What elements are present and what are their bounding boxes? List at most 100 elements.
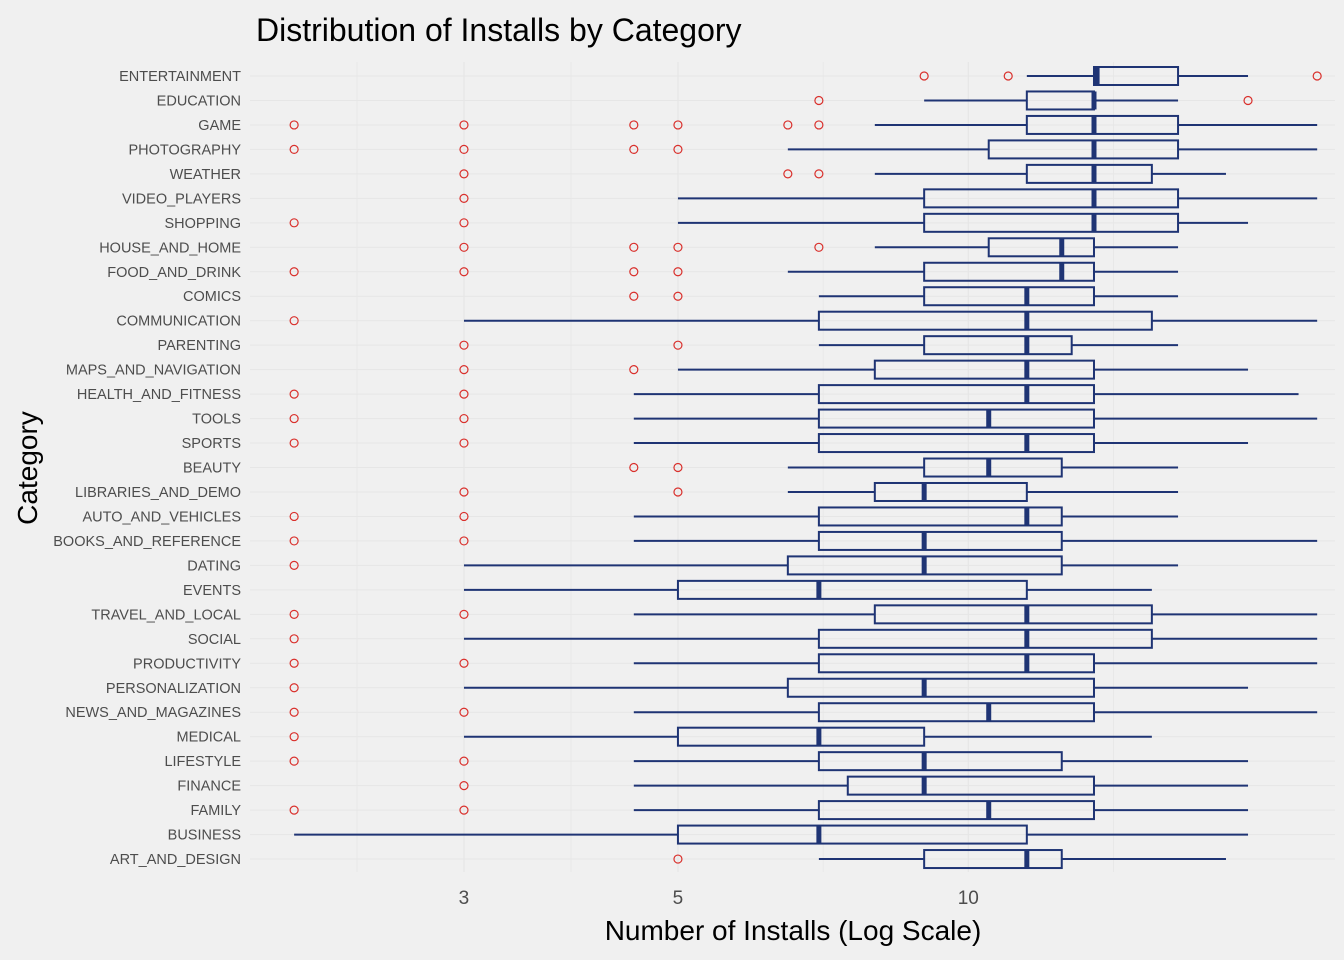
outlier-point — [289, 438, 299, 448]
iqr-box — [846, 775, 1095, 796]
iqr-box — [817, 384, 1095, 405]
box-business — [294, 824, 1249, 845]
box-productivity — [289, 653, 1318, 674]
category-label: FINANCE — [177, 779, 241, 795]
category-label: FAMILY — [191, 803, 242, 819]
iqr-box — [1025, 163, 1153, 184]
outlier-point — [289, 683, 299, 693]
box-libraries-and-demo — [459, 481, 1179, 502]
outlier-point — [673, 487, 683, 497]
box-parenting — [459, 335, 1179, 356]
chart-title: Distribution of Installs by Category — [256, 12, 742, 48]
box-layer — [289, 66, 1322, 870]
box-beauty — [629, 457, 1179, 478]
box-family — [289, 800, 1249, 821]
outlier-point — [629, 462, 639, 473]
category-label: AUTO_AND_VEHICLES — [83, 509, 241, 525]
iqr-box — [817, 433, 1095, 454]
box-events — [463, 579, 1152, 600]
outlier-point — [459, 193, 469, 203]
category-label: SPORTS — [182, 436, 241, 452]
outlier-point — [1312, 71, 1322, 81]
y-axis-title: Category — [12, 411, 43, 525]
iqr-box — [676, 726, 926, 747]
category-label: BEAUTY — [183, 461, 241, 477]
x-tick-label: 5 — [673, 888, 684, 909]
category-label: LIFESTYLE — [164, 754, 241, 770]
iqr-box — [923, 849, 1063, 870]
outlier-point — [673, 144, 683, 155]
iqr-box — [817, 751, 1063, 772]
x-tick-label: 3 — [459, 888, 470, 909]
outlier-point — [814, 95, 824, 106]
box-video-players — [459, 188, 1318, 209]
outlier-point — [783, 169, 793, 179]
category-label: NEWS_AND_MAGAZINES — [65, 705, 241, 721]
outlier-point — [289, 634, 299, 644]
x-axis-title: Number of Installs (Log Scale) — [605, 915, 982, 946]
outlier-point — [1003, 71, 1013, 81]
box-entertainment — [919, 66, 1322, 86]
category-label: ENTERTAINMENT — [119, 69, 241, 85]
box-auto-and-vehicles — [289, 506, 1179, 527]
iqr-box — [1092, 66, 1180, 86]
outlier-point — [459, 340, 469, 350]
box-education — [814, 90, 1253, 111]
box-shopping — [289, 212, 1249, 233]
box-sports — [289, 433, 1249, 454]
iqr-box — [1025, 114, 1180, 135]
box-health-and-fitness — [289, 384, 1299, 405]
outlier-point — [289, 267, 299, 277]
outlier-point — [459, 805, 469, 815]
box-food-and-drink — [289, 261, 1179, 282]
category-label: HOUSE_AND_HOME — [99, 240, 241, 256]
outlier-point — [673, 340, 683, 350]
outlier-point — [289, 805, 299, 815]
box-game — [289, 114, 1318, 135]
iqr-box — [873, 359, 1095, 380]
iqr-box — [987, 139, 1180, 160]
category-label: MAPS_AND_NAVIGATION — [66, 363, 241, 379]
category-label: EDUCATION — [157, 93, 241, 109]
category-label: LIBRARIES_AND_DEMO — [75, 485, 241, 501]
box-weather — [459, 163, 1226, 184]
outlier-point — [459, 413, 469, 424]
outlier-point — [629, 291, 639, 301]
iqr-box — [923, 286, 1095, 307]
outlier-point — [1243, 95, 1253, 106]
category-label: WEATHER — [170, 167, 241, 183]
outlier-point — [289, 389, 299, 399]
category-label: COMICS — [183, 289, 241, 305]
box-personalization — [289, 677, 1249, 698]
outlier-point — [459, 365, 469, 375]
category-label: VIDEO_PLAYERS — [122, 191, 241, 207]
outlier-point — [919, 71, 929, 81]
iqr-box — [923, 212, 1180, 233]
box-social — [289, 628, 1318, 649]
iqr-box — [817, 702, 1095, 723]
outlier-point — [459, 658, 469, 668]
iqr-box — [817, 800, 1095, 821]
outlier-point — [459, 511, 469, 522]
box-tools — [289, 408, 1318, 429]
category-label: PERSONALIZATION — [106, 681, 241, 697]
category-label: TRAVEL_AND_LOCAL — [91, 607, 241, 623]
category-label: GAME — [198, 118, 241, 134]
box-travel-and-local — [289, 604, 1318, 625]
outlier-point — [673, 267, 683, 277]
category-label: BOOKS_AND_REFERENCE — [53, 534, 241, 550]
iqr-box — [676, 579, 1028, 600]
box-comics — [629, 286, 1179, 307]
outlier-point — [814, 169, 824, 179]
box-books-and-reference — [289, 530, 1318, 551]
category-label: SHOPPING — [164, 216, 241, 232]
box-finance — [459, 775, 1249, 796]
outlier-point — [673, 462, 683, 473]
box-medical — [289, 726, 1152, 747]
category-label: MEDICAL — [177, 730, 241, 746]
box-lifestyle — [289, 751, 1249, 772]
iqr-box — [786, 677, 1095, 698]
outlier-point — [289, 658, 299, 668]
